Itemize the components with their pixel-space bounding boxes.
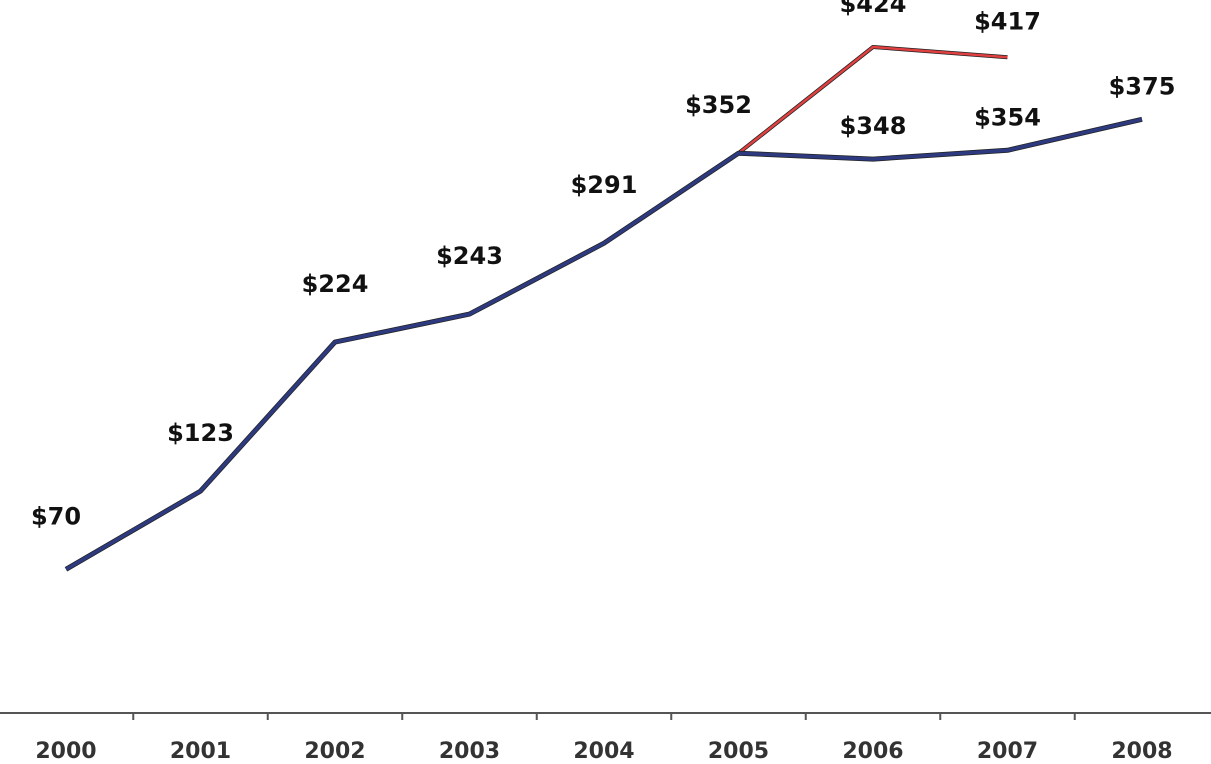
- data-label: $123: [167, 419, 234, 447]
- data-label: $70: [31, 502, 81, 530]
- data-label: $224: [302, 270, 369, 298]
- x-tick-label: 2001: [170, 739, 231, 764]
- data-label: $424: [840, 0, 907, 18]
- x-tick-label: 2000: [35, 739, 96, 764]
- data-label: $375: [1109, 72, 1176, 100]
- x-tick-label: 2006: [842, 739, 903, 764]
- series-line-projected: [737, 45, 1008, 155]
- data-label: $243: [436, 242, 503, 270]
- x-tick-label: 2004: [573, 739, 634, 764]
- data-label: $352: [685, 91, 752, 119]
- x-tick-label: 2008: [1111, 739, 1172, 764]
- x-axis-ticks: 2000 2001 2002 2003 2004 2005 2006 2007 2008: [35, 713, 1173, 764]
- data-label: $348: [840, 112, 907, 140]
- data-label: $354: [974, 103, 1041, 131]
- x-tick-label: 2007: [977, 739, 1038, 764]
- x-tick-label: 2003: [439, 739, 500, 764]
- x-tick-label: 2002: [304, 739, 365, 764]
- series-lines: [64, 45, 1143, 572]
- data-label: $417: [974, 7, 1041, 35]
- x-tick-label: 2005: [708, 739, 769, 764]
- data-labels: $70 $123 $224 $243 $291 $352 $348 $354 $375 $424 $…: [31, 0, 1175, 530]
- series-line-main: [65, 117, 1143, 571]
- data-label: $291: [571, 171, 638, 199]
